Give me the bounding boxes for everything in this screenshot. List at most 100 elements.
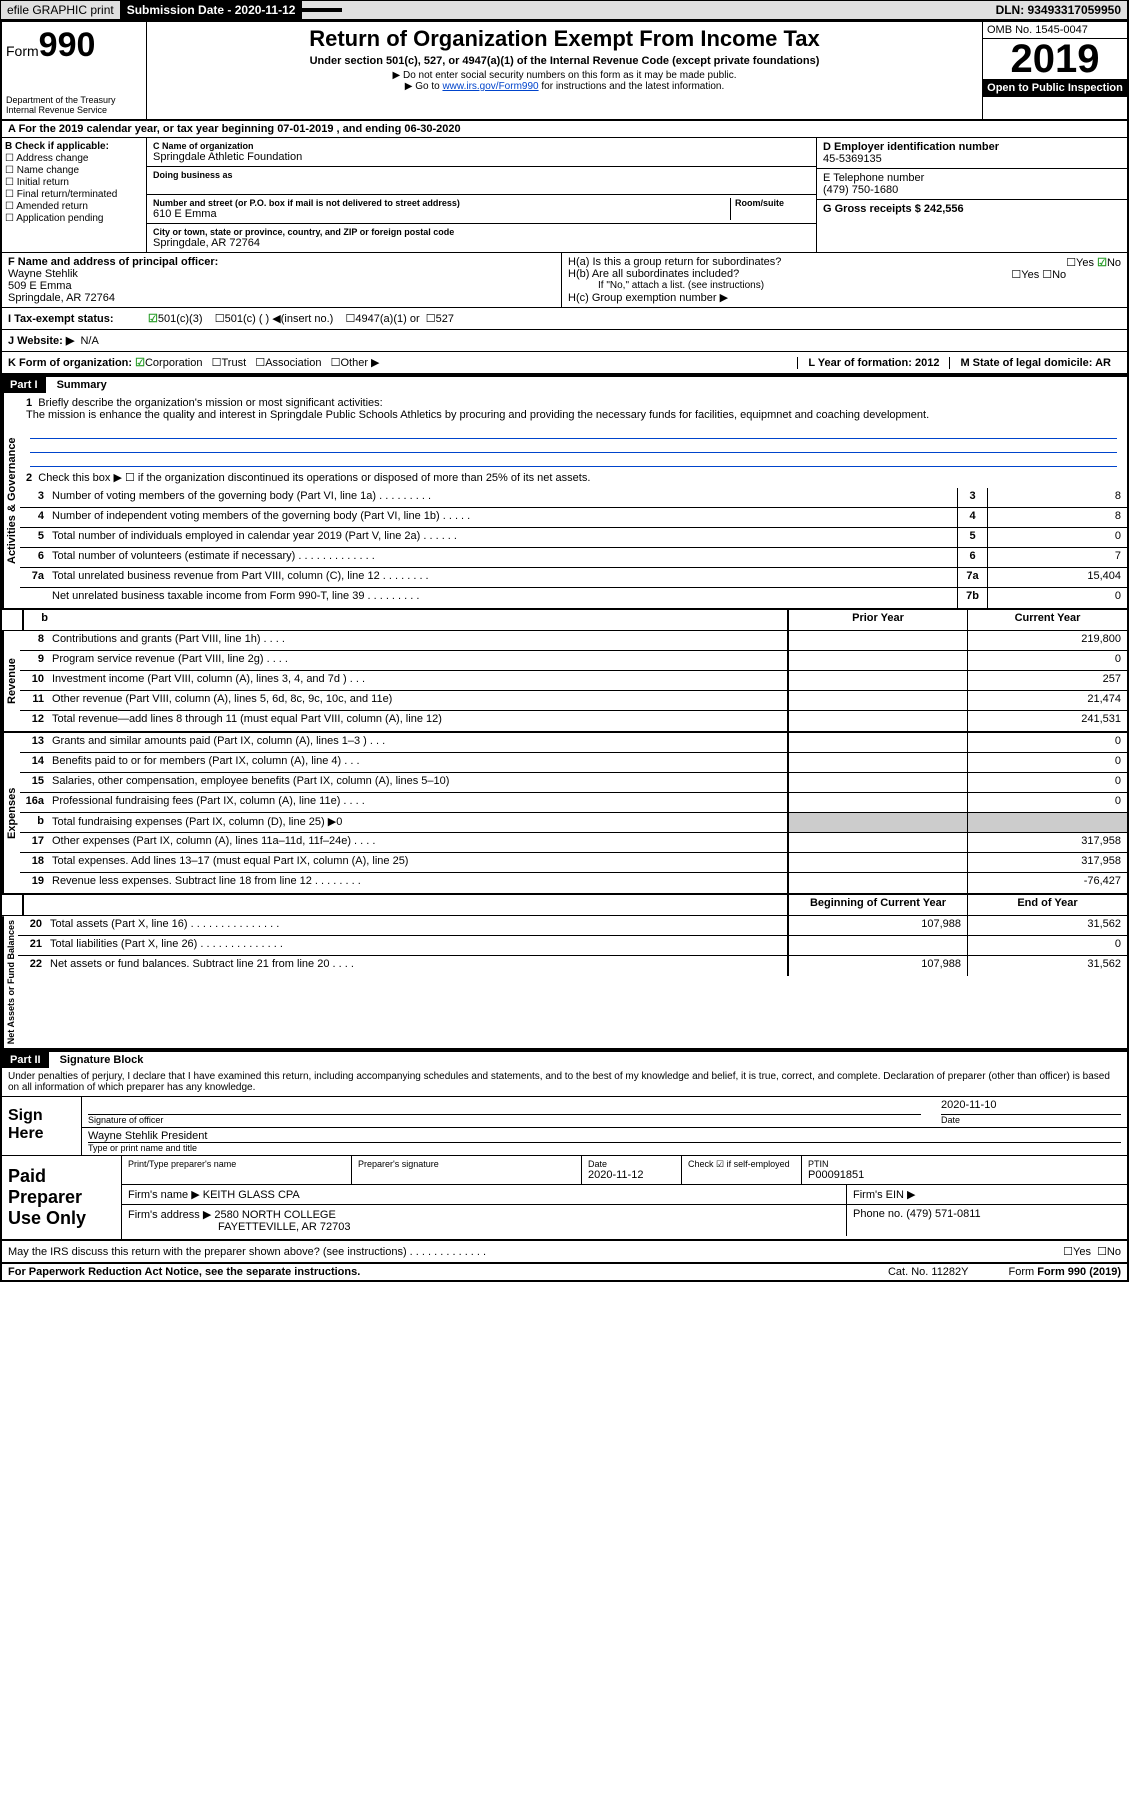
line-num: 11 <box>20 691 48 710</box>
sig-officer-label: Signature of officer <box>88 1115 921 1125</box>
line-box: 7b <box>957 588 987 608</box>
prior-value: 107,988 <box>787 956 967 976</box>
line-text: Number of voting members of the governin… <box>48 488 957 507</box>
line-num: 9 <box>20 651 48 670</box>
line-text: Contributions and grants (Part VIII, lin… <box>48 631 787 650</box>
self-employed-check[interactable]: Check ☑ if self-employed <box>682 1156 802 1184</box>
line-text: Professional fundraising fees (Part IX, … <box>48 793 787 812</box>
line-text: Total number of volunteers (estimate if … <box>48 548 957 567</box>
dln: DLN: 93493317059950 <box>990 1 1128 19</box>
line-text: Total assets (Part X, line 16) . . . . .… <box>46 916 787 935</box>
row-a-period: A For the 2019 calendar year, or tax yea… <box>2 121 1127 138</box>
line2: 2 Check this box ▶ ☐ if the organization… <box>20 467 1127 488</box>
part1-title: Summary <box>49 377 115 393</box>
current-value: 241,531 <box>967 711 1127 731</box>
ptin-label: PTIN <box>808 1159 1121 1169</box>
line-text: Total liabilities (Part X, line 26) . . … <box>46 936 787 955</box>
discuss-row: May the IRS discuss this return with the… <box>2 1241 1127 1264</box>
line-value: 0 <box>987 588 1127 608</box>
year-formation: L Year of formation: 2012 <box>797 357 949 369</box>
firm-addr2: FAYETTEVILLE, AR 72703 <box>128 1221 350 1233</box>
row-klm: K Form of organization: ☑ Corporation ☐ … <box>2 352 1127 375</box>
line-box: 6 <box>957 548 987 567</box>
line-text: Total fundraising expenses (Part IX, col… <box>48 813 787 832</box>
line-value: 8 <box>987 508 1127 527</box>
line-text: Total revenue—add lines 8 through 11 (mu… <box>48 711 787 731</box>
prior-value <box>787 671 967 690</box>
vlabel-netassets: Net Assets or Fund Balances <box>2 916 18 1048</box>
line-num: 10 <box>20 671 48 690</box>
line-num: 20 <box>18 916 46 935</box>
line-text: Number of independent voting members of … <box>48 508 957 527</box>
sig-name: Wayne Stehlik President <box>88 1130 1121 1143</box>
state-domicile: M State of legal domicile: AR <box>949 357 1121 369</box>
row-j-website: J Website: ▶ N/A <box>2 330 1127 352</box>
cb-pending[interactable]: ☐ Application pending <box>5 213 143 224</box>
ein-label: D Employer identification number <box>823 141 1121 153</box>
dept-treasury: Department of the Treasury Internal Reve… <box>6 95 142 115</box>
begin-year-header: Beginning of Current Year <box>787 895 967 915</box>
line-num: 6 <box>20 548 48 567</box>
line-num: 18 <box>20 853 48 872</box>
hb-note: If "No," attach a list. (see instruction… <box>568 280 1121 291</box>
firm-ein-label: Firm's EIN ▶ <box>847 1185 1127 1204</box>
cb-amended[interactable]: ☐ Amended return <box>5 201 143 212</box>
prior-value <box>787 651 967 670</box>
gross-receipts: G Gross receipts $ 242,556 <box>823 203 1121 215</box>
phone-label: E Telephone number <box>823 172 1121 184</box>
col-b-label: B Check if applicable: <box>5 141 143 152</box>
cat-no: Cat. No. 11282Y <box>888 1266 969 1278</box>
room-label: Room/suite <box>735 198 810 208</box>
line-text: Other expenses (Part IX, column (A), lin… <box>48 833 787 852</box>
line-text: Investment income (Part VIII, column (A)… <box>48 671 787 690</box>
current-value: 0 <box>967 753 1127 772</box>
end-year-header: End of Year <box>967 895 1127 915</box>
current-value: 257 <box>967 671 1127 690</box>
line-num: b <box>20 813 48 832</box>
line-text: Program service revenue (Part VIII, line… <box>48 651 787 670</box>
current-value: 219,800 <box>967 631 1127 650</box>
current-value: 0 <box>967 651 1127 670</box>
cb-final-return[interactable]: ☐ Final return/terminated <box>5 189 143 200</box>
line-num: 7a <box>20 568 48 587</box>
phone-value: (479) 750-1680 <box>823 184 1121 196</box>
current-year-header: Current Year <box>967 610 1127 630</box>
officer-name: Wayne Stehlik <box>8 268 555 280</box>
efile-label[interactable]: efile GRAPHIC print <box>1 1 121 19</box>
prep-sig-label: Preparer's signature <box>358 1159 575 1169</box>
vlabel-expenses: Expenses <box>2 733 20 893</box>
current-value: 0 <box>967 936 1127 955</box>
cb-initial-return[interactable]: ☐ Initial return <box>5 177 143 188</box>
line-box: 3 <box>957 488 987 507</box>
line-value: 7 <box>987 548 1127 567</box>
line-num <box>20 588 48 608</box>
ein-value: 45-5369135 <box>823 153 1121 165</box>
cb-address-change[interactable]: ☐ Address change <box>5 153 143 164</box>
line-num: 16a <box>20 793 48 812</box>
tax-year: 2019 <box>983 39 1127 79</box>
line-box: 5 <box>957 528 987 547</box>
officer-addr2: Springdale, AR 72764 <box>8 292 555 304</box>
line-num: 17 <box>20 833 48 852</box>
line-value: 15,404 <box>987 568 1127 587</box>
line-num: 5 <box>20 528 48 547</box>
line-text: Benefits paid to or for members (Part IX… <box>48 753 787 772</box>
line1-text: The mission is enhance the quality and i… <box>26 409 1121 421</box>
paid-preparer-label: Paid Preparer Use Only <box>2 1156 122 1239</box>
sign-here-label: Sign Here <box>2 1097 82 1155</box>
line-num: 14 <box>20 753 48 772</box>
line-num: 12 <box>20 711 48 731</box>
prior-year-header: Prior Year <box>787 610 967 630</box>
firm-name-label: Firm's name ▶ <box>128 1189 200 1201</box>
prior-value: 107,988 <box>787 916 967 935</box>
irs-link[interactable]: www.irs.gov/Form990 <box>442 81 538 92</box>
officer-addr1: 509 E Emma <box>8 280 555 292</box>
firm-phone: Phone no. (479) 571-0811 <box>847 1205 1127 1236</box>
part2-title: Signature Block <box>52 1052 152 1068</box>
line-num: 4 <box>20 508 48 527</box>
line-text: Grants and similar amounts paid (Part IX… <box>48 733 787 752</box>
line-box: 7a <box>957 568 987 587</box>
cb-name-change[interactable]: ☐ Name change <box>5 165 143 176</box>
line-num: 13 <box>20 733 48 752</box>
form-number: Form990 <box>6 26 142 65</box>
